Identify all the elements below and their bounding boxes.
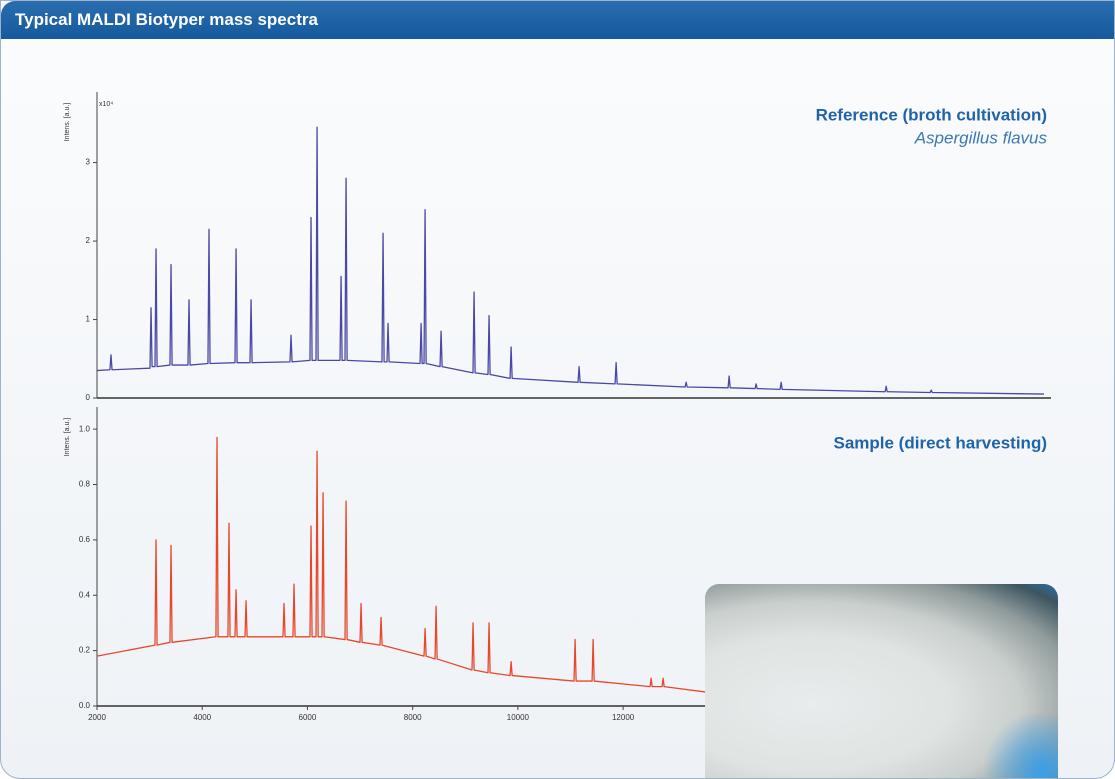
y-tick-label: 0.0 <box>79 701 91 710</box>
x-tick-label: 10000 <box>507 713 530 722</box>
panel: Typical MALDI Biotyper mass spectra 0123… <box>0 0 1115 779</box>
y-tick-label: 0 <box>86 393 91 402</box>
annotation: Reference (broth cultivation) <box>816 105 1047 124</box>
spectrum-line <box>97 127 1044 394</box>
y-tick-label: 2 <box>86 236 91 245</box>
spectrum-line <box>97 437 728 694</box>
x-tick-label: 4000 <box>193 713 211 722</box>
y-tick-label: 0.8 <box>79 480 91 489</box>
y-tick-label: 1 <box>86 315 91 324</box>
y-axis-label: Intens. [a.u.] <box>64 103 71 142</box>
y-tick-label: 0.2 <box>79 646 91 655</box>
x-tick-label: 8000 <box>404 713 422 722</box>
x-tick-label: 6000 <box>299 713 317 722</box>
annotation: Sample (direct harvesting) <box>833 433 1047 452</box>
y-scale-label: x10⁴ <box>99 101 113 108</box>
x-tick-label: 12000 <box>612 713 635 722</box>
y-axis-label: Intens. [a.u.] <box>64 418 71 457</box>
y-tick-label: 1.0 <box>79 424 91 433</box>
y-tick-label: 3 <box>86 158 91 167</box>
annotation: Aspergillus flavus <box>914 128 1048 147</box>
photo <box>705 584 1058 779</box>
x-tick-label: 2000 <box>88 713 106 722</box>
y-tick-label: 0.6 <box>79 535 91 544</box>
photo-highlight <box>978 714 1058 779</box>
y-tick-label: 0.4 <box>79 590 91 599</box>
